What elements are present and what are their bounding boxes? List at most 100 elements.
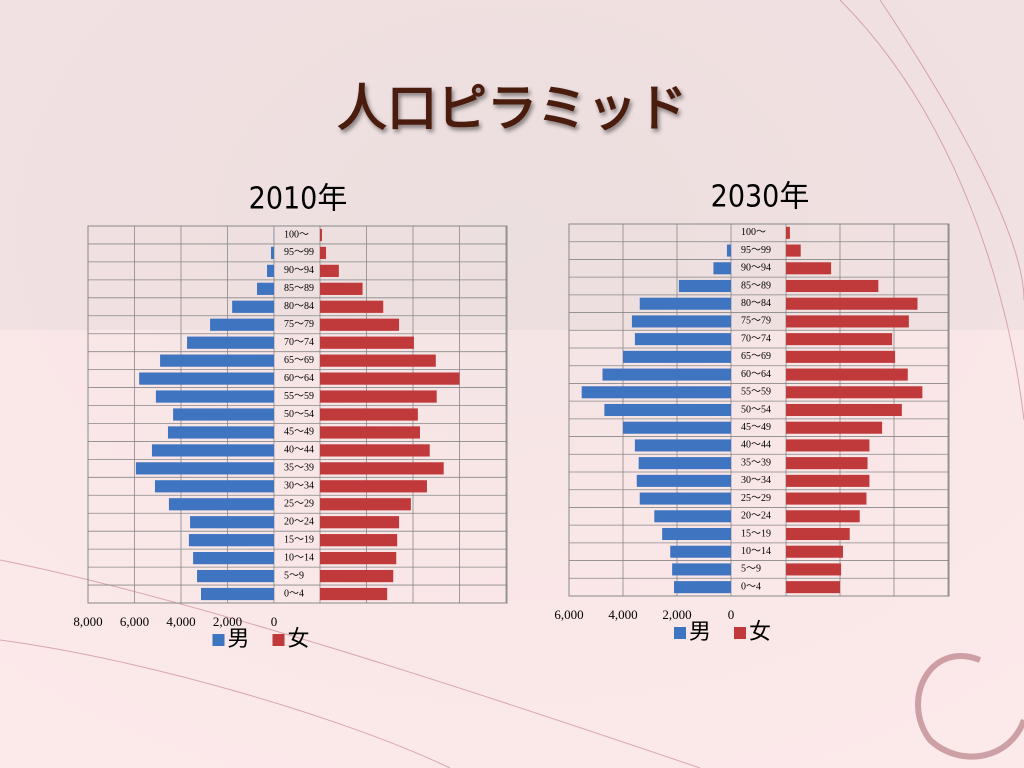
bar — [713, 262, 731, 275]
legend-label: 女 — [749, 620, 771, 645]
bar — [320, 408, 418, 421]
bar — [670, 545, 731, 558]
bar — [320, 587, 388, 601]
bar — [786, 474, 870, 487]
x-tick-label: 4,000 — [608, 607, 637, 622]
bar — [187, 336, 274, 349]
bar — [257, 282, 274, 295]
category-label: 30～34 — [284, 481, 314, 492]
x-tick-label: 6,000 — [120, 614, 149, 629]
category-label: 100～ — [284, 229, 309, 240]
category-label: 0～4 — [741, 581, 761, 592]
bar — [320, 426, 420, 439]
category-label: 35～39 — [284, 463, 314, 474]
chart-title: 2030年 — [711, 180, 810, 215]
category-label: 25～29 — [741, 493, 771, 504]
bar — [320, 534, 398, 547]
category-label: 40～44 — [284, 445, 314, 456]
bar — [581, 386, 731, 399]
category-label: 55～59 — [284, 391, 314, 402]
category-label: 60～64 — [284, 373, 314, 384]
bar — [154, 480, 274, 493]
bar — [602, 368, 731, 381]
bar — [786, 457, 868, 470]
category-label: 100～ — [741, 227, 766, 238]
bar — [320, 282, 363, 295]
bar — [320, 462, 444, 475]
bar — [320, 569, 394, 583]
legend-swatch — [674, 627, 686, 639]
bar — [320, 498, 411, 511]
category-label: 85～89 — [741, 280, 771, 291]
bar — [634, 439, 731, 452]
category-label: 75～79 — [741, 316, 771, 327]
category-label: 25～29 — [284, 499, 314, 510]
x-tick-label: 4,000 — [166, 614, 195, 629]
bar — [135, 462, 274, 475]
legend-label: 男 — [689, 620, 711, 645]
bar — [320, 372, 460, 385]
bar — [786, 279, 879, 293]
bar — [320, 516, 400, 529]
bar — [639, 492, 731, 505]
bar — [320, 246, 327, 260]
legend-label: 女 — [288, 627, 310, 652]
category-label: 85～89 — [284, 283, 314, 294]
bar — [786, 421, 883, 434]
category-label: 50～54 — [284, 409, 314, 420]
bar — [674, 581, 731, 594]
legend-swatch — [212, 634, 225, 646]
category-label: 65～69 — [284, 355, 314, 366]
category-label: 40～44 — [741, 440, 771, 451]
category-label: 5～9 — [741, 564, 761, 575]
bar — [232, 300, 274, 313]
bar — [173, 408, 274, 421]
bar — [786, 368, 908, 381]
bar — [786, 563, 842, 576]
bar — [623, 421, 731, 434]
bar — [193, 552, 274, 565]
legend-swatch — [272, 634, 285, 646]
bar — [188, 534, 274, 547]
bar — [726, 244, 731, 257]
bar — [320, 444, 430, 457]
bar — [167, 426, 274, 439]
bar — [638, 457, 731, 470]
category-label: 55～59 — [741, 387, 771, 398]
slide-title: 人口ピラミッド — [337, 80, 687, 138]
bar — [168, 498, 274, 511]
bar — [139, 372, 274, 385]
bar — [786, 262, 832, 275]
category-label: 15～19 — [284, 534, 314, 545]
bar — [210, 318, 274, 331]
category-label: 90～94 — [284, 265, 314, 276]
category-label: 5～9 — [284, 570, 304, 581]
category-label: 50～54 — [741, 404, 771, 415]
bar — [623, 350, 731, 363]
bar — [786, 527, 850, 541]
bar — [320, 300, 384, 313]
category-label: 30～34 — [741, 475, 771, 486]
category-label: 45～49 — [284, 427, 314, 438]
category-label: 60～64 — [741, 369, 771, 380]
bar — [190, 516, 274, 529]
category-label: 35～39 — [741, 457, 771, 468]
bar — [672, 563, 731, 576]
category-label: 95～99 — [741, 245, 771, 256]
category-label: 15～19 — [741, 528, 771, 539]
bar — [678, 279, 731, 293]
bar — [786, 581, 840, 594]
bar — [320, 264, 339, 277]
x-tick-label: 2,000 — [213, 614, 242, 629]
bar — [786, 350, 896, 363]
bar — [639, 297, 731, 310]
bar — [786, 297, 918, 310]
category-label: 0～4 — [284, 588, 304, 599]
bar — [155, 390, 274, 403]
bar — [270, 246, 274, 260]
bar — [786, 315, 909, 328]
chart-title: 2010年 — [249, 182, 348, 217]
bar — [786, 386, 923, 399]
bar — [654, 510, 731, 523]
